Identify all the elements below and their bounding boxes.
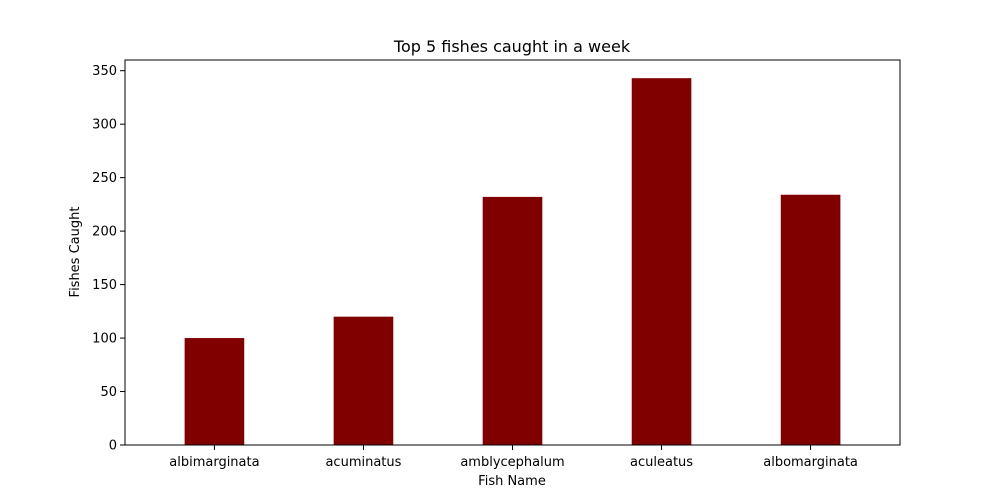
y-tick-label: 150 (92, 278, 117, 293)
x-tick-label: albimarginata (169, 455, 259, 470)
x-tick-label: aculeatus (630, 455, 693, 470)
y-tick-label: 100 (92, 332, 117, 347)
x-axis: albimarginata acuminatus amblycephalum acul… (169, 445, 858, 470)
bars-group (184, 78, 841, 446)
bar-aculeatus (631, 78, 692, 446)
y-tick-label: 350 (92, 64, 117, 79)
x-tick-label: amblycephalum (460, 455, 564, 470)
bar-albomarginata (780, 194, 841, 445)
y-tick-label: 300 (92, 118, 117, 133)
chart-title: Top 5 fishes caught in a week (393, 37, 631, 56)
y-tick-label: 0 (109, 439, 117, 454)
bar-acuminatus (333, 316, 394, 445)
plot-frame (124, 59, 901, 446)
y-tick-label: 50 (100, 385, 117, 400)
x-axis-label: Fish Name (478, 474, 546, 489)
bar-amblycephalum (482, 196, 543, 445)
x-tick-label: acuminatus (325, 455, 401, 470)
bar-albimarginata (184, 338, 245, 445)
y-axis-label: Fishes Caught (68, 207, 83, 298)
x-tick-label: albomarginata (763, 455, 858, 470)
y-tick-label: 250 (92, 171, 117, 186)
y-tick-label: 200 (92, 225, 117, 240)
y-axis: 0 50 100 150 200 250 300 350 (92, 64, 125, 454)
